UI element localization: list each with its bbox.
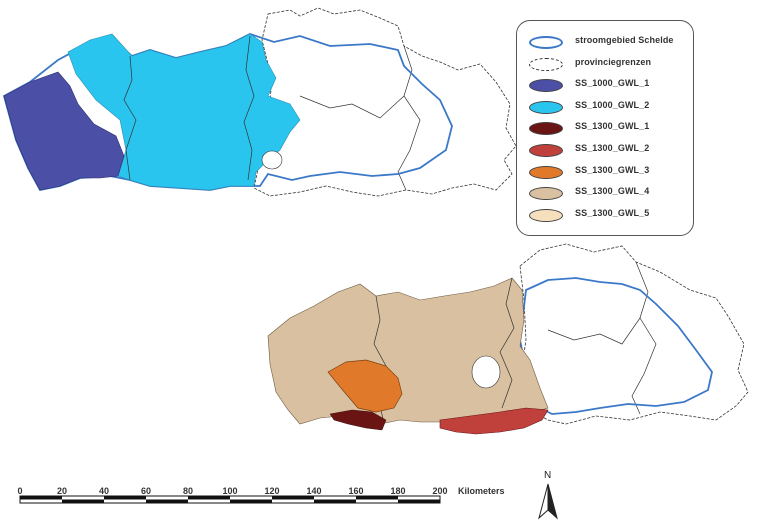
top-province-border-west (123, 55, 137, 181)
scale-tick-label: 60 (141, 486, 151, 496)
scale-tick-label: 0 (17, 486, 22, 496)
bottom-flanders-outline (519, 243, 749, 425)
top-area-ss-1000-gwl-1 (3, 71, 125, 191)
legend-label: SS_1300_GWL_1 (575, 121, 650, 132)
top-province-border-central (243, 35, 255, 181)
legend-swatch (529, 122, 563, 136)
scale-tick-label: 140 (306, 486, 321, 496)
legend-swatch (529, 57, 563, 71)
top-enclave (261, 150, 283, 170)
legend-item: SS_1300_GWL_5 (517, 206, 693, 226)
top-flanders-outline (253, 7, 517, 197)
map-legend: stroomgebied Schelde provinciegrenzen SS_1… (516, 20, 694, 236)
scale-tick-label: 120 (264, 486, 279, 496)
legend-label: SS_1300_GWL_2 (575, 143, 650, 153)
legend-swatch (529, 165, 563, 179)
north-label: N (544, 470, 551, 481)
bottom-enclave (471, 355, 501, 389)
bottom-area-ss-1300-gwl-3 (327, 359, 403, 413)
legend-swatch (529, 208, 563, 222)
legend-swatch (529, 36, 563, 49)
scale-tick-label: 20 (57, 486, 67, 496)
scale-tick-label: 180 (390, 486, 405, 496)
bottom-area-ss-1300-gwl-2 (439, 407, 549, 435)
scale-tick-label: 160 (348, 486, 363, 496)
legend-swatch (529, 79, 563, 93)
legend-label: provinciegrenzen (575, 56, 652, 67)
scale-tick-label: 200 (432, 486, 447, 496)
legend-label: SS_1300_GWL_4 (575, 186, 650, 197)
bottom-area-ss-1300-gwl-4 (267, 277, 549, 425)
scale-tick-labels: 0 20 40 60 80 100 120 140 160 180 200 (17, 486, 447, 496)
scale-tick-label: 40 (99, 486, 109, 496)
north-arrow-icon: N (538, 470, 558, 520)
legend-swatch (529, 100, 563, 114)
top-province-border-east (397, 45, 421, 191)
scale-tick-label: 100 (222, 486, 237, 496)
legend-label: SS_1000_GWL_1 (575, 78, 650, 89)
legend-item: SS_1000_GWL_1 (517, 76, 693, 96)
legend-label: stroomgebied Schelde (575, 35, 674, 45)
legend-item: provinciegrenzen (517, 55, 693, 75)
legend-item: SS_1300_GWL_2 (517, 141, 693, 161)
legend-item: SS_1300_GWL_1 (517, 119, 693, 139)
bottom-map (267, 243, 749, 435)
legend-item: SS_1300_GWL_3 (517, 163, 693, 183)
top-map (2, 7, 517, 197)
legend-item: SS_1300_GWL_4 (517, 184, 693, 204)
legend-label: SS_1300_GWL_3 (575, 164, 650, 175)
legend-swatch (529, 187, 563, 201)
legend-label: SS_1000_GWL_2 (575, 99, 650, 110)
bottom-province-border-mid (547, 317, 641, 345)
legend-label: SS_1300_GWL_5 (575, 207, 650, 218)
scale-unit-label: Kilometers (458, 486, 505, 496)
scale-bar: 0 20 40 60 80 100 120 140 160 180 200 Kilometers (17, 486, 505, 504)
legend-swatch (529, 144, 563, 157)
bottom-province-border-central (499, 277, 515, 409)
bottom-province-border-east (631, 261, 657, 415)
legend-item: SS_1000_GWL_2 (517, 98, 693, 118)
legend-item: stroomgebied Schelde (517, 33, 693, 53)
bottom-area-ss-1300-gwl-1 (329, 409, 387, 431)
scale-tick-label: 80 (183, 486, 193, 496)
top-province-border-mid (299, 95, 405, 119)
